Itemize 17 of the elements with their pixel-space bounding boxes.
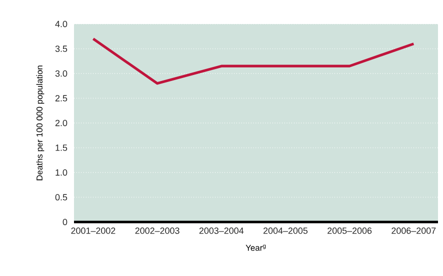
y-tick-label: 3.0 (55, 70, 68, 77)
x-tick-label: 2003–2004 (199, 228, 244, 234)
y-tick-label: 4.0 (55, 20, 68, 28)
x-tick-label: 2004–2005 (263, 228, 308, 234)
x-tick-label: 2001–2002 (71, 228, 116, 234)
x-tick-label: 2002–2003 (135, 228, 180, 234)
x-tick-label: 2006–2007 (392, 228, 436, 234)
x-tick-label: 2005–2006 (328, 228, 372, 234)
y-tick-label: 0.5 (55, 194, 68, 200)
x-axis-title: Year$^{g}$ (246, 244, 266, 251)
y-tick-label: 1.5 (56, 144, 68, 151)
y-tick-label: 3.5 (55, 46, 68, 52)
y-axis-title: Deaths per 100 000 population (36, 66, 44, 180)
y-tick-label: 2.5 (55, 95, 68, 102)
y-tick-label: 0 (62, 218, 68, 226)
y-tick-label: 1.0 (56, 169, 68, 176)
y-tick-label: 2.0 (55, 120, 68, 126)
